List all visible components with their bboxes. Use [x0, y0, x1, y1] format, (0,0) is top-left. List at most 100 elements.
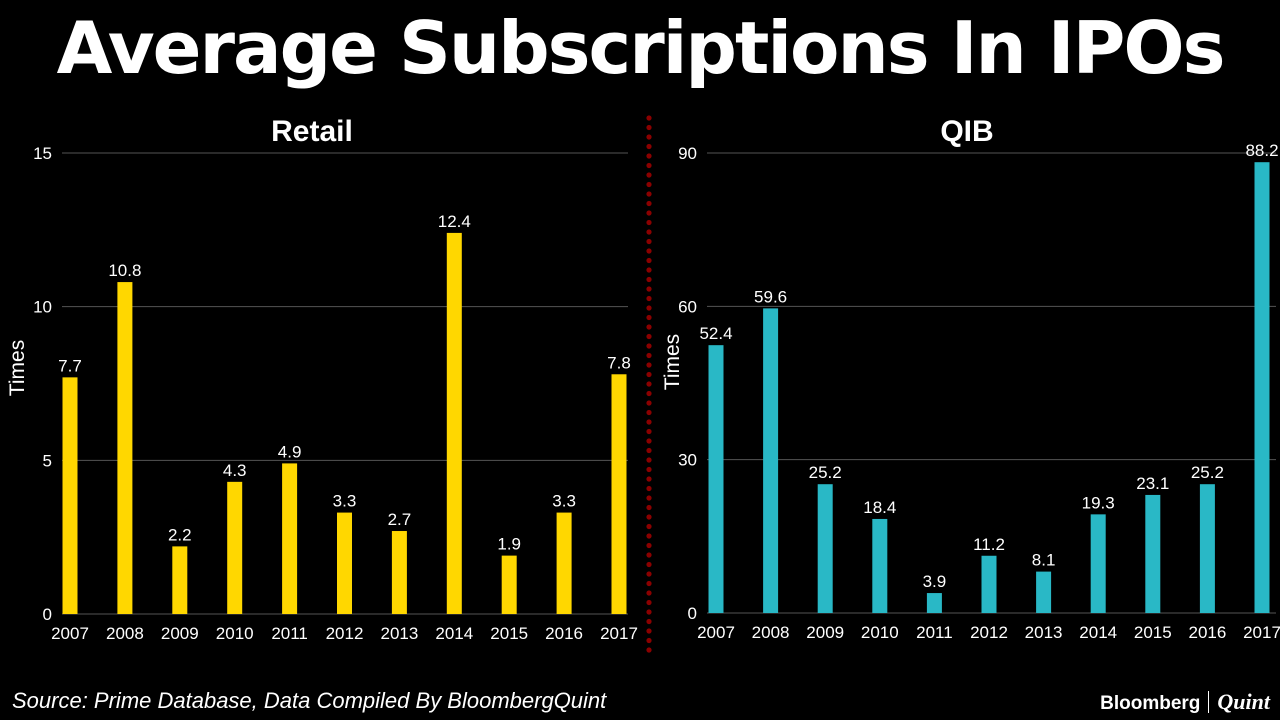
- divider-dot: [646, 343, 652, 349]
- divider-dot: [646, 552, 652, 558]
- qib-x-tick-label-2009: 2009: [806, 623, 844, 642]
- retail-data-label-2016: 3.3: [552, 492, 576, 511]
- divider-dot: [646, 200, 652, 207]
- qib-x-tick-label-2010: 2010: [861, 623, 899, 642]
- retail-data-label-2011: 4.9: [278, 442, 302, 461]
- retail-bar-2007: [62, 377, 78, 614]
- brand-logo: Bloomberg Quint: [1100, 689, 1270, 715]
- qib-data-label-2012: 11.2: [973, 535, 1005, 554]
- divider-dot: [646, 590, 652, 596]
- divider-dot: [646, 390, 652, 397]
- brand-logo-quint: Quint: [1217, 689, 1270, 714]
- retail-data-label-2009: 2.2: [168, 525, 192, 544]
- retail-x-tick-label-2012: 2012: [326, 624, 364, 643]
- divider-dot: [646, 495, 652, 501]
- retail-x-tick-label-2016: 2016: [545, 624, 583, 643]
- retail-x-tick-label-2014: 2014: [435, 624, 473, 643]
- divider-dot: [646, 400, 652, 406]
- divider-dot: [646, 438, 652, 444]
- qib-x-tick-label-2007: 2007: [697, 623, 735, 642]
- qib-data-label-2008: 59.6: [754, 287, 787, 306]
- retail-y-tick-label: 5: [43, 451, 52, 470]
- qib-bar-2010: [872, 518, 888, 613]
- divider-dot: [646, 504, 652, 511]
- divider-dot: [646, 485, 652, 492]
- divider-dot: [646, 276, 652, 283]
- qib-panel-title: QIB: [940, 115, 993, 148]
- retail-bar-2008: [117, 282, 133, 614]
- qib-x-tick-label-2015: 2015: [1134, 623, 1172, 642]
- divider-dot: [646, 333, 652, 340]
- brand-separator: [1208, 691, 1210, 713]
- divider-dot: [646, 124, 652, 131]
- divider-dot: [646, 533, 652, 539]
- qib-bar-2012: [981, 555, 997, 613]
- qib-bar-2009: [817, 484, 833, 613]
- divider-dot: [646, 267, 652, 273]
- divider-dot: [646, 219, 652, 226]
- divider-dot: [646, 466, 652, 473]
- qib-bar-2016: [1199, 484, 1215, 613]
- qib-data-label-2007: 52.4: [699, 324, 732, 343]
- divider-dot: [646, 314, 652, 321]
- brand-logo-bloomberg: Bloomberg: [1100, 693, 1201, 714]
- divider-dot: [646, 599, 652, 606]
- qib-bar-2014: [1090, 514, 1106, 613]
- retail-bar-2013: [391, 531, 407, 614]
- retail-data-label-2010: 4.3: [223, 461, 247, 480]
- retail-panel: Retail Times 0 5 10 15 7.7 2007 10.8 2008 2.2 2009 4…: [6, 115, 638, 643]
- qib-bar-2013: [1036, 571, 1052, 613]
- qib-data-label-2014: 19.3: [1082, 493, 1115, 512]
- qib-panel: QIB Times 0 30 60 90 52.4 2007 59.6 2008 25.2 2009 1…: [661, 115, 1280, 642]
- qib-y-axis-label: Times: [661, 334, 684, 390]
- retail-y-tick-label: 0: [43, 605, 52, 624]
- divider-dot: [646, 580, 652, 587]
- divider-dot: [646, 143, 652, 150]
- qib-bar-2017: [1254, 162, 1270, 613]
- qib-y-tick-label: 30: [678, 451, 697, 470]
- retail-data-label-2013: 2.7: [388, 510, 412, 529]
- divider-dot: [646, 115, 652, 121]
- retail-x-tick-label-2008: 2008: [106, 624, 144, 643]
- divider-dot: [646, 229, 652, 235]
- qib-bar-2007: [708, 345, 724, 613]
- divider-dot: [646, 457, 652, 463]
- qib-bar-2015: [1145, 494, 1161, 613]
- retail-bar-2010: [227, 481, 243, 614]
- retail-bar-2016: [556, 512, 572, 614]
- divider-dot: [646, 181, 652, 188]
- retail-y-tick-label: 15: [33, 144, 52, 163]
- retail-data-label-2012: 3.3: [333, 492, 357, 511]
- retail-y-tick-label: 10: [33, 298, 52, 317]
- divider-dot: [646, 162, 652, 169]
- retail-data-label-2007: 7.7: [58, 356, 82, 375]
- divider-dot: [646, 238, 652, 245]
- divider-dot: [646, 324, 652, 330]
- qib-x-tick-label-2008: 2008: [752, 623, 790, 642]
- retail-x-tick-label-2010: 2010: [216, 624, 254, 643]
- divider-dot: [646, 637, 652, 644]
- divider-dot: [646, 381, 652, 387]
- divider-dot: [646, 428, 652, 435]
- qib-data-label-2017: 88.2: [1245, 141, 1278, 160]
- divider-dot: [646, 210, 652, 216]
- qib-data-label-2015: 23.1: [1136, 474, 1169, 493]
- retail-x-tick-label-2007: 2007: [51, 624, 89, 643]
- qib-x-tick-label-2012: 2012: [970, 623, 1008, 642]
- qib-data-label-2009: 25.2: [809, 463, 842, 482]
- divider-dot: [646, 514, 652, 520]
- divider-dot: [646, 257, 652, 264]
- retail-panel-title: Retail: [271, 115, 353, 148]
- divider-dot: [646, 647, 652, 653]
- divider-dot: [646, 371, 652, 378]
- divider-dot: [646, 476, 652, 482]
- qib-bar-2008: [763, 308, 779, 613]
- retail-x-tick-label-2017: 2017: [600, 624, 638, 643]
- source-note: Source: Prime Database, Data Compiled By…: [12, 688, 607, 713]
- qib-x-tick-label-2013: 2013: [1025, 623, 1063, 642]
- qib-x-tick-label-2017: 2017: [1243, 623, 1280, 642]
- qib-x-tick-label-2016: 2016: [1188, 623, 1226, 642]
- chart-title: Average Subscriptions In IPOs: [56, 6, 1226, 90]
- retail-data-label-2017: 7.8: [607, 353, 631, 372]
- retail-bar-2015: [501, 555, 517, 614]
